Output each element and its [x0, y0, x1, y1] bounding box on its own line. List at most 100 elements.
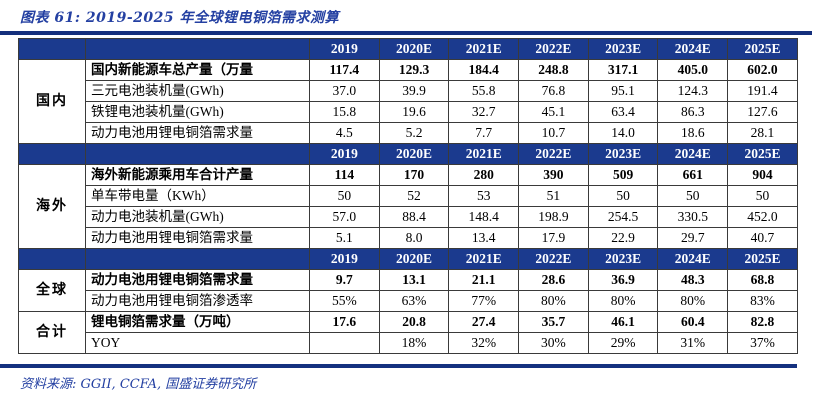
metric-label: 动力电池装机量(GWh) — [85, 206, 310, 228]
forecast-table-body: 2019 2020E 2021E 2022E 2023E 2024E 2025E 国内 国内新能… — [18, 38, 798, 354]
header-spacer-metric — [85, 38, 310, 60]
value-cell: 68.8 — [727, 269, 798, 291]
value-cell: 7.7 — [448, 122, 520, 144]
forecast-table: 2019 2020E 2021E 2022E 2023E 2024E 2025E 国内 国内新能… — [18, 38, 798, 354]
value-cell: 280 — [448, 164, 520, 186]
value-cell: 37% — [727, 332, 798, 354]
value-cell: 35.7 — [518, 311, 589, 333]
table-row: YOY 18% 32% 30% 29% 31% 37% — [19, 332, 798, 354]
table-row: 国内 国内新能源车总产量（万量 117.4 129.3 184.4 248.8 317.1 4… — [18, 59, 798, 144]
value-cell: 32% — [448, 332, 520, 354]
year-header-cell: 2023E — [587, 143, 659, 165]
value-cell: 17.9 — [518, 227, 589, 249]
value-cell: 63% — [378, 290, 450, 312]
value-cell: 170 — [378, 164, 450, 186]
value-cell: 254.5 — [587, 206, 659, 228]
metric-label: 动力电池用锂电铜箔渗透率 — [85, 290, 310, 312]
value-cell: 29.7 — [657, 227, 729, 249]
metric-label: 国内新能源车总产量（万量 — [85, 59, 310, 81]
metric-label: 动力电池用锂电铜箔需求量 — [85, 269, 310, 291]
year-header-cell: 2025E — [727, 38, 798, 60]
year-header-row: 2019 2020E 2021E 2022E 2023E 2024E 2025E — [18, 143, 798, 165]
value-cell: 36.9 — [587, 269, 659, 291]
value-cell: 50 — [587, 185, 659, 207]
value-cell: 148.4 — [448, 206, 520, 228]
year-header-cell: 2021E — [448, 143, 520, 165]
value-cell: 53 — [448, 185, 520, 207]
value-cell: 29% — [587, 332, 659, 354]
figure-title: 图表 61: 2019-2025 年全球锂电铜箔需求测算 — [20, 10, 340, 26]
table-row: 合计 锂电铜箔需求量（万吨） 17.6 20.8 27.4 35.7 46.1 60.4 82.… — [18, 311, 798, 354]
value-cell: 129.3 — [378, 59, 450, 81]
value-cell: 52 — [378, 185, 450, 207]
year-header-cell: 2020E — [378, 248, 450, 270]
value-cell: 18.6 — [657, 122, 729, 144]
year-header-cell: 2024E — [657, 248, 729, 270]
value-cell: 17.6 — [309, 311, 380, 333]
value-cell: 18% — [378, 332, 450, 354]
table-row: 动力电池用锂电铜箔需求量 5.1 8.0 13.4 17.9 22.9 29.7 40.7 — [19, 227, 798, 249]
value-cell: 13.4 — [448, 227, 520, 249]
value-cell: 80% — [587, 290, 659, 312]
value-cell: 22.9 — [587, 227, 659, 249]
value-cell: 904 — [727, 164, 798, 186]
bottom-divider-rule — [0, 364, 797, 368]
group-label: 国内 — [18, 59, 86, 144]
metric-label: 三元电池装机量(GWh) — [85, 80, 310, 102]
value-cell: 57.0 — [309, 206, 380, 228]
value-cell: 117.4 — [309, 59, 380, 81]
table-row: 三元电池装机量(GWh) 37.0 39.9 55.8 76.8 95.1 124.3 191… — [19, 80, 798, 102]
value-cell: 14.0 — [587, 122, 659, 144]
value-cell: 5.1 — [309, 227, 380, 249]
value-cell: 5.2 — [378, 122, 450, 144]
year-header-cell: 2025E — [727, 248, 798, 270]
value-cell: 127.6 — [727, 101, 798, 123]
value-cell: 55% — [309, 290, 380, 312]
metric-label: 海外新能源乘用车合计产量 — [85, 164, 310, 186]
value-cell: 20.8 — [378, 311, 450, 333]
metric-label: 动力电池用锂电铜箔需求量 — [85, 227, 310, 249]
header-spacer-metric — [85, 248, 310, 270]
value-cell: 198.9 — [518, 206, 589, 228]
header-spacer-metric — [85, 143, 310, 165]
value-cell: 27.4 — [448, 311, 520, 333]
year-header-cell: 2022E — [518, 143, 589, 165]
year-header-row: 2019 2020E 2021E 2022E 2023E 2024E 2025E — [18, 248, 798, 270]
year-header-cell: 2022E — [518, 38, 589, 60]
value-cell: 28.6 — [518, 269, 589, 291]
group-label: 全球 — [18, 269, 86, 312]
value-cell: 114 — [309, 164, 380, 186]
value-cell: 76.8 — [518, 80, 589, 102]
value-cell: 50 — [727, 185, 798, 207]
value-cell: 330.5 — [657, 206, 729, 228]
value-cell: 30% — [518, 332, 589, 354]
top-divider-rule — [0, 31, 812, 35]
value-cell: 60.4 — [657, 311, 729, 333]
value-cell: 661 — [657, 164, 729, 186]
value-cell: 248.8 — [518, 59, 589, 81]
value-cell: 39.9 — [378, 80, 450, 102]
value-cell: 37.0 — [309, 80, 380, 102]
year-header-cell: 2021E — [448, 38, 520, 60]
header-spacer-group — [18, 248, 86, 270]
value-cell: 40.7 — [727, 227, 798, 249]
value-cell: 405.0 — [657, 59, 729, 81]
year-header-cell: 2025E — [727, 143, 798, 165]
value-cell: 317.1 — [587, 59, 659, 81]
header-spacer-group — [18, 38, 86, 60]
year-header-cell: 2020E — [378, 38, 450, 60]
year-header-cell: 2022E — [518, 248, 589, 270]
value-cell: 15.8 — [309, 101, 380, 123]
table-row: 单车带电量（KWh） 50 52 53 51 50 50 50 — [19, 185, 798, 207]
metric-label: YOY — [85, 332, 310, 354]
value-cell: 13.1 — [378, 269, 450, 291]
value-cell: 88.4 — [378, 206, 450, 228]
value-cell: 452.0 — [727, 206, 798, 228]
year-header-cell: 2023E — [587, 248, 659, 270]
year-header-cell: 2021E — [448, 248, 520, 270]
year-header-cell: 2024E — [657, 143, 729, 165]
value-cell: 4.5 — [309, 122, 380, 144]
year-header-cell: 2020E — [378, 143, 450, 165]
table-row: 全球 动力电池用锂电铜箔需求量 9.7 13.1 21.1 28.6 36.9 48.3 68.… — [18, 269, 798, 312]
value-cell: 124.3 — [657, 80, 729, 102]
